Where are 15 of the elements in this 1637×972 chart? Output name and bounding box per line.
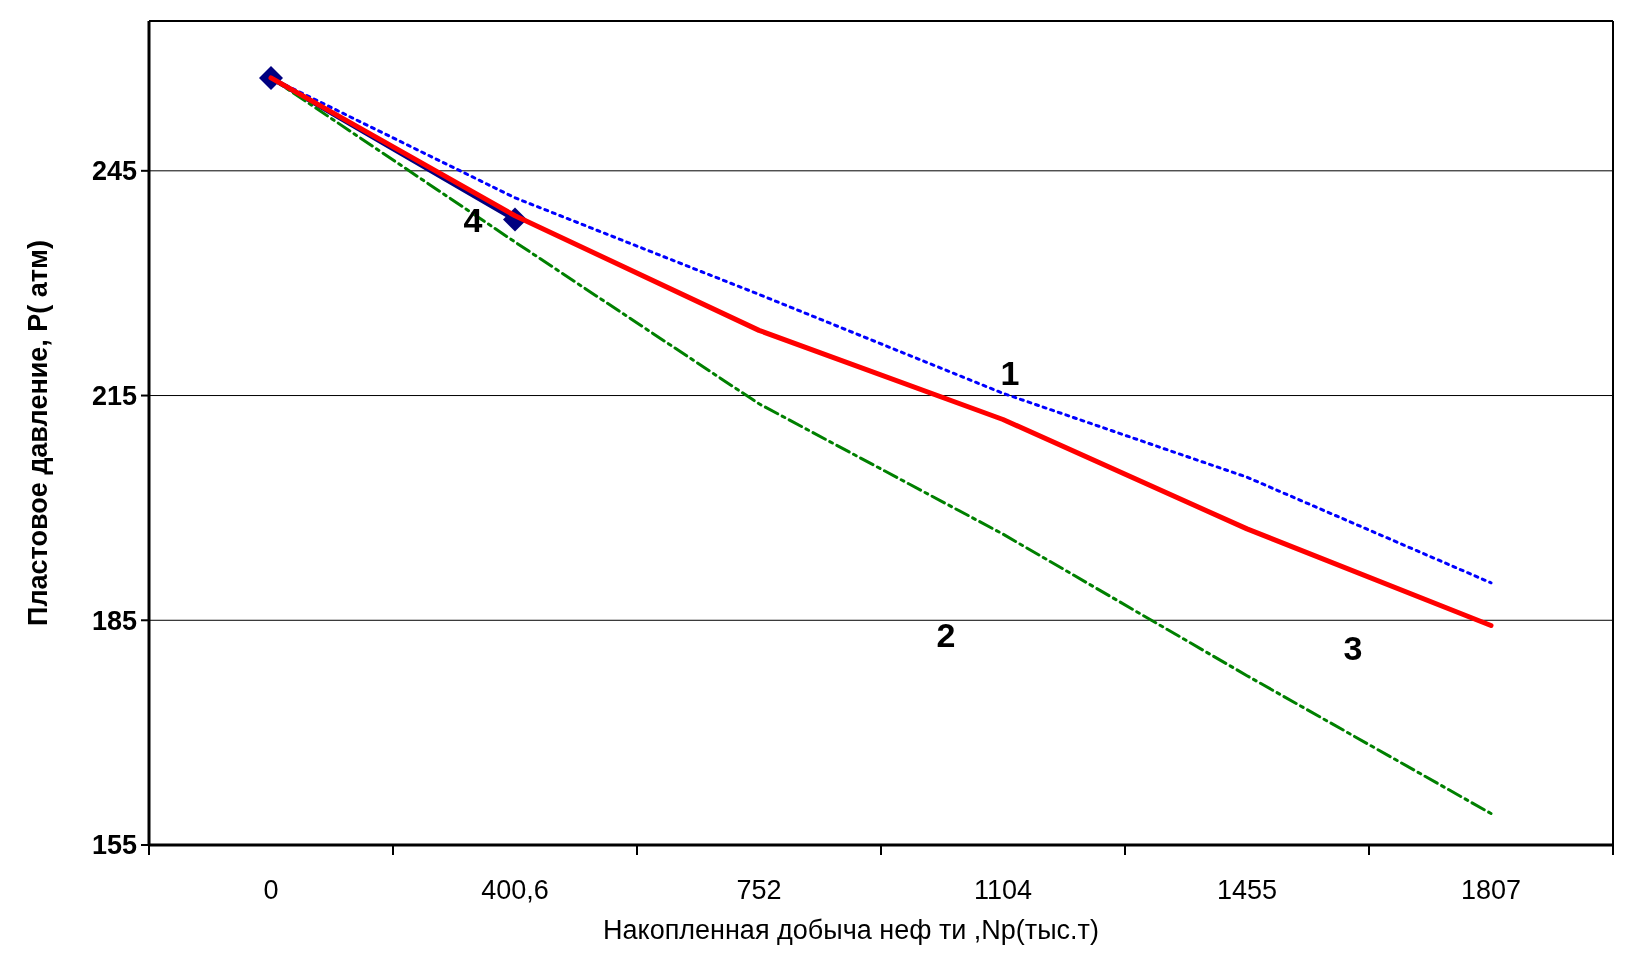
annotation: 1: [1000, 353, 1020, 392]
x-tick-label: 1807: [1460, 875, 1522, 906]
y-tick-label: 245: [91, 156, 137, 187]
x-tick-label: 752: [736, 875, 782, 906]
x-tick-label: 400,6: [481, 875, 549, 906]
x-tick-label: 0: [263, 875, 279, 906]
x-tick-label: 1455: [1216, 875, 1278, 906]
y-tick-label: 155: [91, 830, 137, 861]
x-axis-title: Накопленная добыча неф ти ,Np(тыс.т): [603, 915, 1099, 946]
y-axis-title: Пластовое давление, P( атм): [23, 239, 54, 627]
annotation: 2: [936, 615, 956, 654]
x-tick-label: 1104: [973, 875, 1033, 906]
y-tick-label: 215: [91, 381, 137, 411]
annotation: 3: [1343, 628, 1363, 667]
y-tick-label: 185: [91, 605, 137, 636]
